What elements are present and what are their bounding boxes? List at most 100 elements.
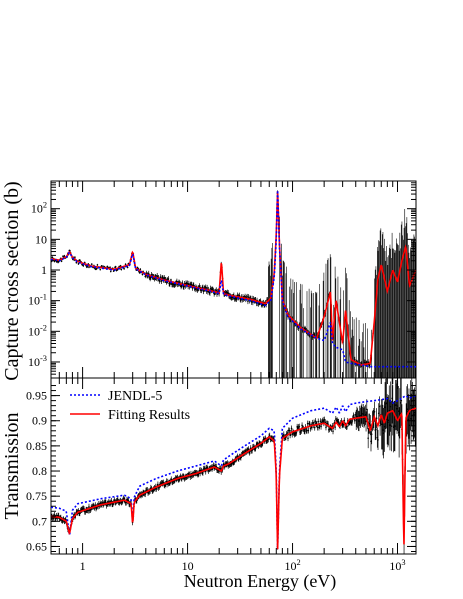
transmission-y-axis: 0.65 0.7 0.75 0.8 0.85 0.9 0.95 [26, 385, 416, 553]
transmission-data-point [334, 426, 336, 428]
capture-data-point [88, 266, 90, 269]
capture-y-tick-label: 10-3 [28, 354, 47, 369]
capture-data-point [102, 265, 104, 268]
capture-y-tick-label: 102 [31, 201, 47, 216]
capture-data-point [51, 256, 52, 259]
x-tick-label: 10 [182, 559, 194, 573]
transmission-data-point [202, 472, 204, 474]
transmission-y-tick-label: 0.85 [26, 439, 47, 453]
capture-y-tick-label: 10-1 [28, 293, 47, 308]
x-tick-label: 1 [80, 559, 86, 573]
capture-data-point [363, 361, 366, 364]
capture-data-point [99, 268, 102, 271]
transmission-data-point [367, 437, 369, 439]
capture-data-point [109, 270, 112, 273]
transmission-data-point [144, 493, 147, 495]
transmission-data-point [304, 430, 306, 433]
transmission-data-point [88, 506, 90, 508]
energy-x-axis: 1 10 102 103 [50, 181, 406, 573]
transmission-data-point [311, 426, 313, 429]
capture-data-point [106, 265, 109, 268]
capture-data-point [63, 255, 66, 257]
capture-data-point [141, 273, 144, 276]
capture-data-point [235, 298, 238, 300]
capture-data-layer [51, 190, 416, 378]
capture-data-point [354, 358, 356, 361]
transmission-data-point [316, 426, 319, 429]
transmission-data-point [332, 430, 334, 433]
transmission-data-point [375, 417, 378, 419]
capture-data-point [167, 278, 170, 280]
transmission-data-point [400, 399, 403, 402]
capture-data-point [119, 265, 122, 267]
legend-label-fitting: Fitting Results [108, 408, 190, 423]
transmission-y-tick-label: 0.75 [26, 489, 47, 503]
transmission-data-point [415, 393, 416, 395]
transmission-data-point [298, 425, 301, 428]
capture-y-tick-label: 10-2 [28, 323, 47, 338]
capture-data-point [51, 256, 54, 259]
transmission-data-point [370, 433, 373, 435]
transmission-plot-frame [50, 377, 417, 555]
transmission-data-point [290, 427, 293, 430]
transmission-y-tick-label: 0.95 [26, 389, 47, 403]
transmission-data-point [295, 431, 298, 434]
capture-data-point [74, 256, 76, 259]
transmission-data-point [313, 426, 316, 429]
transmission-data-point [282, 433, 285, 436]
transmission-y-tick-label: 0.9 [32, 414, 47, 428]
transmission-data-point [369, 424, 372, 426]
transmission-data-point [288, 429, 291, 432]
capture-jendl5-line [51, 190, 416, 368]
capture-data-point [124, 263, 127, 266]
capture-y-tick-label: 1 [41, 263, 47, 277]
transmission-y-tick-label: 0.7 [32, 514, 47, 528]
transmission-data-point [87, 509, 90, 512]
capture-data-point [123, 267, 125, 270]
transmission-y-label: Transmission [1, 412, 23, 519]
legend: JENDL-5 Fitting Results [70, 389, 190, 423]
capture-data-point [95, 267, 98, 270]
transmission-data-point [287, 437, 289, 439]
capture-data-point [60, 260, 63, 262]
capture-data-point [139, 268, 142, 271]
transmission-data-point [346, 425, 348, 428]
capture-y-axis: 10-3 10-2 10-1 1 10 102 [28, 182, 416, 375]
capture-data-point [209, 292, 211, 294]
x-tick-label: 102 [284, 558, 300, 573]
capture-data-point [120, 268, 123, 271]
capture-fit-line [51, 191, 416, 366]
capture-data-point [246, 296, 249, 298]
x-tick-label: 103 [389, 558, 405, 573]
capture-data-point [247, 296, 250, 298]
transmission-y-tick-label: 0.65 [26, 539, 47, 553]
transmission-data-point [390, 425, 393, 427]
transmission-panel: 0.65 0.7 0.75 0.8 0.85 0.9 0.95 1 10 102 103 Tran… [1, 181, 417, 592]
capture-data-point [247, 300, 249, 302]
capture-data-point [114, 265, 117, 268]
transmission-fit-line [51, 407, 416, 550]
transmission-data-point [318, 425, 321, 427]
capture-data-point [138, 271, 141, 274]
transmission-data-point [307, 429, 310, 432]
transmission-data-point [343, 419, 346, 422]
transmission-data-point [375, 428, 377, 431]
transmission-data-point [325, 426, 327, 429]
capture-data-point [77, 263, 80, 265]
transmission-data-point [319, 420, 322, 423]
capture-data-point [159, 276, 162, 278]
transmission-data-point [378, 405, 381, 408]
capture-data-point [204, 286, 207, 289]
transmission-data-point [300, 429, 303, 432]
transmission-data-point [354, 420, 356, 422]
transmission-data-point [377, 439, 379, 441]
transmission-jendl5-line [51, 394, 416, 550]
transmission-data-point [373, 410, 376, 413]
capture-data-point [82, 264, 85, 267]
capture-data-point [100, 265, 103, 267]
capture-y-label: Capture cross section (b) [1, 181, 23, 380]
transmission-data-point [306, 429, 308, 432]
transmission-data-point [320, 425, 322, 428]
transmission-data-layer [51, 378, 416, 554]
